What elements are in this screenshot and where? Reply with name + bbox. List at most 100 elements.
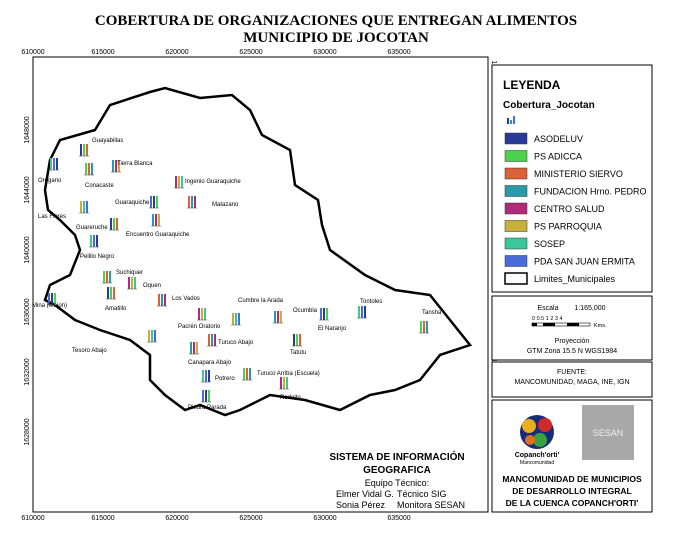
x-coord-label: 620000 xyxy=(165,49,188,56)
icon-bar xyxy=(364,306,366,318)
icon-bar xyxy=(96,235,98,247)
icon-bar xyxy=(158,214,160,226)
icon-bar xyxy=(93,235,95,247)
icon-bar xyxy=(280,377,282,389)
x-coord-label: 625000 xyxy=(239,515,262,522)
place-label: Matazano xyxy=(212,202,239,208)
icon-bar xyxy=(109,271,111,283)
place-label: Tansha xyxy=(422,310,442,316)
icon-bar xyxy=(299,334,301,346)
place-icon xyxy=(201,390,211,403)
legend-subtitle: Cobertura_Jocotan xyxy=(503,100,595,111)
logo-text: SESAN xyxy=(593,428,624,438)
icon-bar xyxy=(283,377,285,389)
icon-bar xyxy=(205,390,207,402)
x-coord-label: 610000 xyxy=(21,49,44,56)
icon-bar xyxy=(83,201,85,213)
icon-bar xyxy=(112,160,114,172)
icon-bar xyxy=(91,163,93,175)
legend-label: ASODELUV xyxy=(534,134,583,144)
scale-bar xyxy=(531,322,591,327)
place-label: Suchiquer xyxy=(116,270,143,276)
place-label: Canapara Abajo xyxy=(188,360,232,366)
icon-bar xyxy=(178,176,180,188)
legend-swatch xyxy=(504,150,528,162)
place-icon xyxy=(231,313,241,326)
place-icon xyxy=(357,306,367,319)
place-label: Conacaste xyxy=(85,183,114,189)
place-label: Tesoro Abajo xyxy=(72,348,107,354)
icon-bar xyxy=(191,196,193,208)
info-text: Técnico SIG xyxy=(397,489,447,499)
place-icon xyxy=(109,218,119,231)
y-coord-label: 1636000 xyxy=(24,298,31,325)
icon-bar xyxy=(86,144,88,156)
legend-label: CENTRO SALUD xyxy=(534,204,605,214)
place-label: Oquen xyxy=(143,283,161,289)
legend-swatch xyxy=(504,220,528,232)
place-icon xyxy=(102,271,112,284)
y-coord-label: 1628000 xyxy=(24,418,31,445)
scale-unit: Kms. xyxy=(594,323,607,329)
x-coord-label: 635000 xyxy=(387,49,410,56)
icon-bar xyxy=(116,218,118,230)
legend-swatch xyxy=(504,272,528,285)
legend-title: LEYENDA xyxy=(503,78,561,92)
icon-bar xyxy=(53,158,55,170)
legend-label: SOSEP xyxy=(534,239,565,249)
place-label: Amatillo xyxy=(105,306,127,312)
municipal-boundary xyxy=(43,86,473,417)
icon-bar xyxy=(211,334,213,346)
sesan-logo xyxy=(582,405,634,460)
source: MANCOMUNIDAD, MAGA, INE, IGN xyxy=(514,379,629,386)
icon-bar xyxy=(190,342,192,354)
legend-swatch xyxy=(504,132,528,145)
place-icon xyxy=(79,144,89,157)
x-coord-label: 635000 xyxy=(387,515,410,522)
icon-bar xyxy=(88,163,90,175)
icon-bar xyxy=(103,271,105,283)
icon-bar xyxy=(80,144,82,156)
icon-bar xyxy=(214,334,216,346)
icon-bar xyxy=(113,287,115,299)
place-label: Guayabillas xyxy=(92,138,123,144)
place-icon xyxy=(149,196,159,209)
place-label: Turuco Arriba (Escuela) xyxy=(257,371,320,377)
place-icon xyxy=(151,214,161,227)
icon-bar xyxy=(158,294,160,306)
place-label: Oregano xyxy=(38,178,62,184)
place-icon xyxy=(292,334,302,347)
y-coord-label: 1644000 xyxy=(24,176,31,203)
x-coord-label: 615000 xyxy=(91,515,114,522)
icon-bar xyxy=(115,160,117,172)
place-label: Piedra Parada xyxy=(188,405,227,411)
icon-bar xyxy=(181,176,183,188)
place-icon xyxy=(84,163,94,176)
legend-items: ASODELUV PS ADICCA MINISTERIO SIERVO FUNDAC… xyxy=(504,132,647,285)
icon-bar xyxy=(277,311,279,323)
icon-bar xyxy=(208,334,210,346)
icon-bar xyxy=(107,287,109,299)
info-text: Sonia Pérez xyxy=(336,500,386,510)
legend-swatch xyxy=(504,202,528,215)
place-icon xyxy=(49,158,59,171)
legend-swatch xyxy=(504,185,528,197)
info-text: Monitora SESAN xyxy=(397,500,465,510)
place-icon xyxy=(201,370,211,383)
icon-bar xyxy=(153,196,155,208)
copanchorti-logo xyxy=(520,415,554,449)
place-label: Cumbre la Arada xyxy=(238,298,284,304)
place-label: Potrero xyxy=(215,376,235,382)
icon-bar xyxy=(293,334,295,346)
place-label: Guareruche xyxy=(76,225,108,231)
icon-bar xyxy=(86,201,88,213)
info-text: Equipo Técnico: xyxy=(365,478,429,488)
legend-swatch xyxy=(504,237,528,250)
x-coord-label: 625000 xyxy=(239,49,262,56)
place-label: Tontoles xyxy=(360,299,382,305)
icon-bar xyxy=(423,321,425,333)
legend-icon xyxy=(507,116,515,124)
icon-bar xyxy=(90,235,92,247)
source-box xyxy=(491,361,653,398)
